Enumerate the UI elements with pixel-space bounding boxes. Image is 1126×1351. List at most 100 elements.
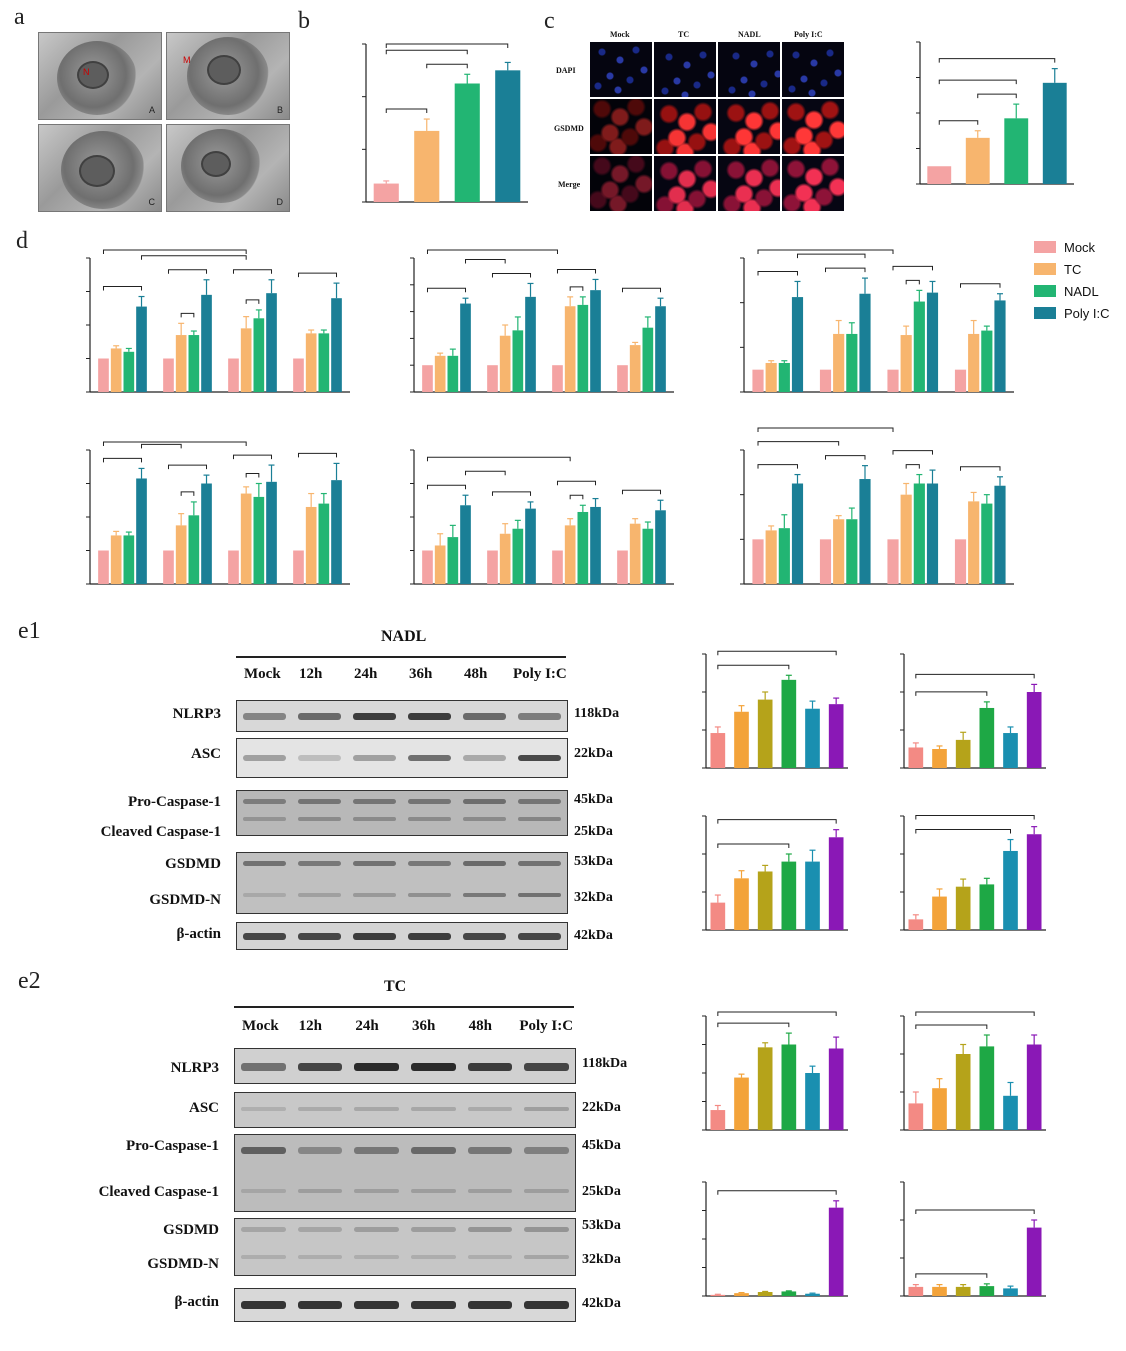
bar xyxy=(955,886,971,930)
blot-band xyxy=(467,1301,513,1309)
blot-band xyxy=(353,713,396,720)
significance-bracket xyxy=(167,464,208,470)
chart-e1-gsdmdn xyxy=(900,815,1046,931)
bar xyxy=(617,365,628,392)
significance-bracket xyxy=(569,494,584,500)
significance-bracket xyxy=(915,673,1035,679)
kda-label: 32kDa xyxy=(582,1252,621,1267)
bar xyxy=(1026,1044,1042,1130)
blot-band xyxy=(524,1255,569,1259)
bar xyxy=(757,871,773,930)
bar xyxy=(752,539,764,584)
blot-band xyxy=(411,1063,456,1071)
bar xyxy=(414,130,440,202)
bar xyxy=(805,1073,820,1130)
bar xyxy=(805,1293,820,1296)
kda-label: 118kDa xyxy=(574,706,620,721)
blot-band xyxy=(411,1107,456,1111)
legend-item: Poly I:C xyxy=(1034,302,1124,324)
chart-gsdmd-mrna xyxy=(86,441,350,585)
protein-label: GSDMD xyxy=(163,1222,219,1238)
bar xyxy=(819,369,832,392)
blot-band xyxy=(524,1301,569,1309)
bar xyxy=(655,510,666,584)
panel-letter-e2: e2 xyxy=(18,968,41,994)
bar xyxy=(495,70,521,202)
blot-band xyxy=(463,755,506,761)
significance-bracket xyxy=(915,829,1011,834)
protein-label: GSDMD xyxy=(165,856,221,872)
bar xyxy=(932,1286,947,1296)
kda-label: 45kDa xyxy=(574,792,613,807)
blot-band xyxy=(524,1189,569,1193)
blot-band xyxy=(411,1255,456,1259)
bar xyxy=(318,333,330,392)
bar xyxy=(926,292,939,392)
significance-bracket xyxy=(102,441,247,446)
kda-label: 118kDa xyxy=(582,1056,628,1071)
significance-bracket xyxy=(717,650,837,656)
if-col-mock: Mock xyxy=(610,30,630,39)
significance-bracket xyxy=(717,819,837,824)
if-image xyxy=(782,156,844,211)
chart-il18-mrna xyxy=(740,427,1014,585)
bar xyxy=(805,861,820,930)
lane-label: 12h xyxy=(299,666,323,682)
chart-il1b-mrna xyxy=(410,449,674,585)
bar xyxy=(163,358,174,392)
bar xyxy=(123,535,135,584)
bar xyxy=(752,369,764,392)
if-grid xyxy=(590,42,850,212)
blot-band xyxy=(408,861,451,866)
blot-band xyxy=(463,817,506,821)
tem-image-d: D xyxy=(166,124,290,212)
bar xyxy=(846,519,858,584)
bar xyxy=(629,523,641,584)
bar xyxy=(228,358,239,392)
significance-bracket xyxy=(915,1273,988,1278)
significance-bracket xyxy=(717,1190,837,1195)
kda-label: 42kDa xyxy=(574,928,613,943)
bar xyxy=(253,496,265,584)
bar xyxy=(908,747,924,768)
blot-band xyxy=(297,1189,343,1193)
blot-band xyxy=(241,1255,286,1259)
blot-band xyxy=(241,1063,286,1071)
tem-image-c: C xyxy=(38,124,162,212)
bar xyxy=(487,365,498,392)
bar xyxy=(163,550,174,584)
bar xyxy=(791,483,804,584)
protein-label: NLRP3 xyxy=(172,706,221,722)
bar xyxy=(734,711,749,768)
blot-band xyxy=(467,1063,513,1071)
kda-label: 22kDa xyxy=(574,746,613,761)
blot-band xyxy=(243,861,286,866)
bar xyxy=(293,358,304,392)
significance-bracket xyxy=(905,279,920,285)
significance-bracket xyxy=(757,441,840,446)
significance-bracket xyxy=(569,286,584,291)
significance-bracket xyxy=(426,287,467,293)
bar xyxy=(447,537,459,584)
bar xyxy=(460,505,471,584)
kda-label: 45kDa xyxy=(582,1138,621,1153)
blot-band xyxy=(354,1063,399,1071)
significance-bracket xyxy=(757,464,798,469)
chart-e2-gsdmdn xyxy=(900,1181,1046,1297)
chart-e2-nlrp3 xyxy=(702,1011,848,1131)
bar xyxy=(460,303,471,392)
bar xyxy=(908,919,924,930)
panel-letter-e1: e1 xyxy=(18,618,41,644)
if-col-nadl: NADL xyxy=(738,30,761,39)
significance-bracket xyxy=(180,312,195,318)
chart-e2-cleaved-caspase1 xyxy=(702,1181,848,1297)
blot-band xyxy=(354,1189,399,1193)
if-image xyxy=(782,99,844,154)
if-image xyxy=(718,99,780,154)
blot-band xyxy=(463,799,506,804)
blot-band xyxy=(241,1227,286,1232)
bar xyxy=(908,1103,924,1130)
blot-band xyxy=(518,893,561,897)
blot-band xyxy=(298,755,341,761)
blot-band xyxy=(353,893,396,897)
